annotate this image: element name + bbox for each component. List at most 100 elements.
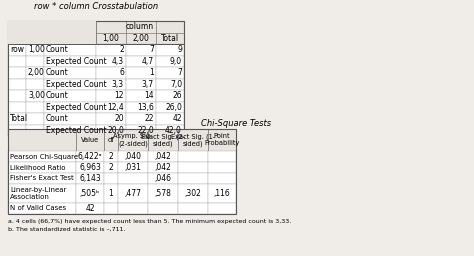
Text: row * column Crosstabulation: row * column Crosstabulation: [34, 2, 158, 11]
Text: ,578: ,578: [155, 189, 172, 198]
Bar: [8, 173, 76, 184]
Bar: [96, 21, 126, 44]
Text: 6: 6: [119, 68, 124, 77]
Text: Expected Count: Expected Count: [46, 57, 107, 66]
Bar: [26, 124, 44, 136]
Text: 3,3: 3,3: [112, 80, 124, 89]
Text: 2,00: 2,00: [133, 34, 149, 43]
Text: Point
Probability: Point Probability: [204, 133, 240, 146]
Bar: [118, 184, 148, 203]
Bar: [126, 44, 156, 56]
Bar: [26, 67, 44, 79]
Bar: [126, 21, 156, 44]
Bar: [156, 113, 184, 124]
Text: ,042: ,042: [155, 152, 172, 161]
Bar: [126, 67, 156, 79]
Bar: [8, 67, 26, 79]
Text: Exact Sig. (2-
sided): Exact Sig. (2- sided): [141, 133, 185, 147]
Text: 1,00: 1,00: [28, 45, 45, 54]
Bar: [44, 79, 96, 90]
Bar: [8, 21, 184, 44]
Bar: [96, 124, 126, 136]
Bar: [44, 44, 96, 56]
Bar: [178, 129, 208, 151]
Bar: [96, 101, 126, 113]
Text: ,031: ,031: [125, 163, 141, 172]
Bar: [156, 21, 184, 44]
Text: ,046: ,046: [155, 174, 172, 183]
Bar: [104, 173, 118, 184]
Bar: [156, 44, 184, 56]
Bar: [96, 56, 126, 67]
Bar: [44, 113, 96, 124]
Text: 4,7: 4,7: [142, 57, 154, 66]
Bar: [126, 124, 156, 136]
Bar: [156, 79, 184, 90]
Bar: [208, 162, 236, 173]
Bar: [156, 124, 184, 136]
Bar: [96, 79, 126, 90]
Bar: [44, 56, 96, 67]
Bar: [8, 44, 26, 56]
Bar: [8, 151, 76, 162]
Bar: [26, 56, 44, 67]
Bar: [104, 184, 118, 203]
Bar: [126, 56, 156, 67]
Text: 12: 12: [115, 91, 124, 100]
Text: 9: 9: [177, 45, 182, 54]
Bar: [8, 21, 96, 44]
Bar: [8, 56, 26, 67]
Bar: [148, 203, 178, 214]
Text: 14: 14: [145, 91, 154, 100]
Text: column: column: [126, 22, 154, 31]
Bar: [126, 79, 156, 90]
Text: Chi-Square Tests: Chi-Square Tests: [201, 119, 271, 128]
Bar: [44, 90, 96, 101]
Text: ,477: ,477: [125, 189, 142, 198]
Bar: [104, 129, 118, 151]
Text: b. The standardized statistic is –,711.: b. The standardized statistic is –,711.: [8, 227, 126, 232]
Bar: [76, 203, 104, 214]
Text: 42,0: 42,0: [165, 126, 182, 135]
Bar: [96, 67, 126, 79]
Bar: [8, 162, 76, 173]
Bar: [118, 203, 148, 214]
Bar: [76, 162, 104, 173]
Bar: [148, 151, 178, 162]
Text: Total: Total: [161, 34, 179, 43]
Bar: [148, 162, 178, 173]
Text: 42: 42: [85, 204, 95, 213]
Bar: [76, 173, 104, 184]
Bar: [26, 79, 44, 90]
Bar: [126, 101, 156, 113]
Text: 26,0: 26,0: [165, 103, 182, 112]
Bar: [126, 90, 156, 101]
Text: 7: 7: [149, 45, 154, 54]
Text: Count: Count: [46, 91, 69, 100]
Bar: [8, 90, 26, 101]
Text: Asymp. Sig.
(2-sided): Asymp. Sig. (2-sided): [113, 133, 153, 147]
Bar: [96, 90, 126, 101]
Bar: [44, 101, 96, 113]
Bar: [148, 173, 178, 184]
Text: 12,4: 12,4: [107, 103, 124, 112]
Text: 7: 7: [177, 68, 182, 77]
Bar: [156, 56, 184, 67]
Text: ,302: ,302: [184, 189, 201, 198]
Bar: [148, 129, 178, 151]
Bar: [104, 162, 118, 173]
Bar: [126, 113, 156, 124]
Text: 13,6: 13,6: [137, 103, 154, 112]
Bar: [178, 173, 208, 184]
Text: Expected Count: Expected Count: [46, 126, 107, 135]
Text: 20: 20: [114, 114, 124, 123]
Bar: [8, 184, 76, 203]
Bar: [8, 129, 76, 151]
Bar: [44, 124, 96, 136]
Text: 1: 1: [149, 68, 154, 77]
Text: a. 4 cells (66,7%) have expected count less than 5. The minimum expected count i: a. 4 cells (66,7%) have expected count l…: [8, 219, 291, 224]
Text: 4,3: 4,3: [112, 57, 124, 66]
Bar: [118, 129, 148, 151]
Text: 2: 2: [109, 152, 113, 161]
Bar: [76, 184, 104, 203]
